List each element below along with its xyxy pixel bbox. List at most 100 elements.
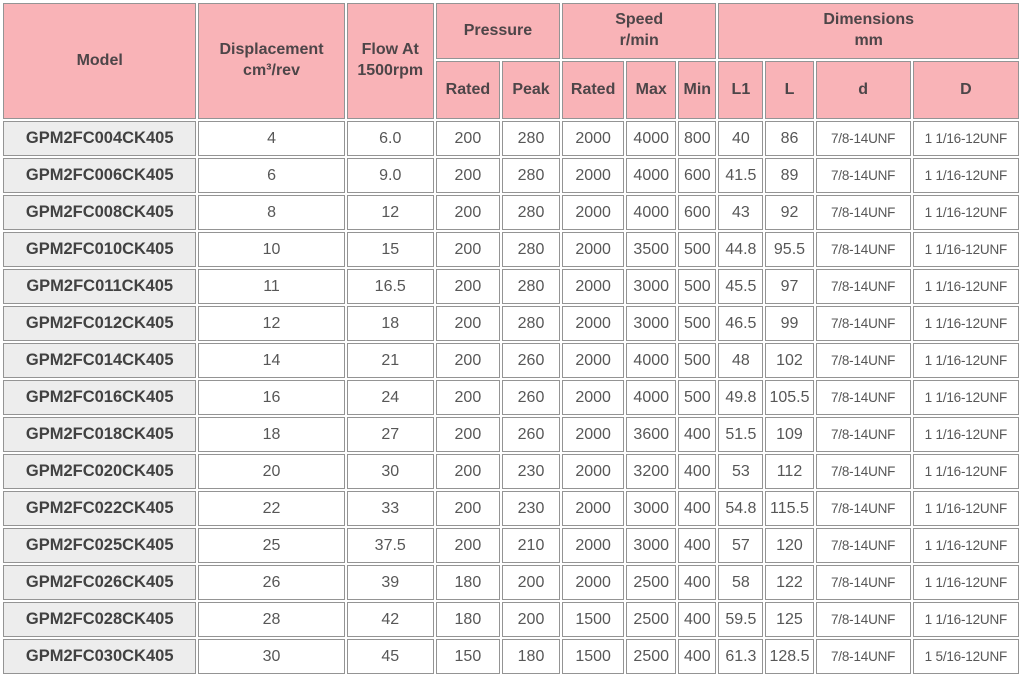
cell-dim-D: 1 1/16-12UNF	[912, 121, 1019, 156]
cell-dim-l: 92	[765, 195, 814, 230]
cell-model: GPM2FC028CK405	[3, 602, 197, 637]
cell-dim-D: 1 1/16-12UNF	[912, 380, 1019, 415]
cell-displacement: 28	[198, 602, 345, 637]
cell-dim-l: 97	[765, 269, 814, 304]
cell-speed-min: 400	[678, 528, 717, 563]
cell-dim-d: 7/8-14UNF	[815, 602, 911, 637]
cell-dim-D: 1 1/16-12UNF	[912, 602, 1019, 637]
table-row: GPM2FC026CK405 26 39 180 200 2000 2500 400 58 122…	[3, 565, 1019, 600]
cell-dim-D: 1 1/16-12UNF	[912, 565, 1019, 600]
table-row: GPM2FC018CK405 18 27 200 260 2000 3600 400 51.5 1…	[3, 417, 1019, 452]
cell-dim-l1: 53	[718, 454, 764, 489]
cell-flow: 18	[346, 306, 434, 341]
cell-dim-d: 7/8-14UNF	[815, 121, 911, 156]
cell-flow: 6.0	[346, 121, 434, 156]
cell-speed-min: 500	[678, 306, 717, 341]
cell-speed-max: 4000	[626, 121, 677, 156]
cell-speed-min: 400	[678, 639, 717, 674]
header-dim-d: d	[815, 61, 911, 119]
cell-dim-l: 102	[765, 343, 814, 378]
cell-flow: 37.5	[346, 528, 434, 563]
cell-dim-l: 86	[765, 121, 814, 156]
cell-dim-l1: 54.8	[718, 491, 764, 526]
cell-flow: 39	[346, 565, 434, 600]
cell-dim-d: 7/8-14UNF	[815, 158, 911, 193]
cell-model: GPM2FC010CK405	[3, 232, 197, 267]
cell-dim-l1: 43	[718, 195, 764, 230]
cell-dim-l: 115.5	[765, 491, 814, 526]
cell-model: GPM2FC016CK405	[3, 380, 197, 415]
cell-displacement: 22	[198, 491, 345, 526]
cell-dim-l1: 44.8	[718, 232, 764, 267]
cell-pressure-peak: 180	[501, 639, 561, 674]
cell-pressure-peak: 260	[501, 380, 561, 415]
cell-speed-min: 400	[678, 565, 717, 600]
cell-model: GPM2FC011CK405	[3, 269, 197, 304]
cell-dim-l: 95.5	[765, 232, 814, 267]
cell-pressure-rated: 200	[435, 417, 500, 452]
cell-displacement: 12	[198, 306, 345, 341]
cell-pressure-rated: 200	[435, 121, 500, 156]
cell-flow: 42	[346, 602, 434, 637]
cell-pressure-peak: 210	[501, 528, 561, 563]
header-sub-row: Rated Peak Rated Max Min L1 L d D	[3, 61, 1019, 119]
table-header: Model Displacement cm³/rev Flow At 1500r…	[3, 3, 1019, 119]
cell-dim-D: 1 5/16-12UNF	[912, 639, 1019, 674]
header-speed-rated: Rated	[562, 61, 625, 119]
cell-flow: 15	[346, 232, 434, 267]
cell-dim-D: 1 1/16-12UNF	[912, 528, 1019, 563]
cell-model: GPM2FC006CK405	[3, 158, 197, 193]
table-row: GPM2FC028CK405 28 42 180 200 1500 2500 400 59.5 1…	[3, 602, 1019, 637]
cell-displacement: 20	[198, 454, 345, 489]
cell-dim-l: 109	[765, 417, 814, 452]
cell-dim-D: 1 1/16-12UNF	[912, 306, 1019, 341]
header-group-row: Model Displacement cm³/rev Flow At 1500r…	[3, 3, 1019, 119]
cell-displacement: 14	[198, 343, 345, 378]
cell-flow: 24	[346, 380, 434, 415]
cell-pressure-rated: 200	[435, 380, 500, 415]
header-speed-group: Speed r/min	[562, 3, 717, 59]
header-pressure-rated: Rated	[435, 61, 500, 119]
cell-pressure-peak: 280	[501, 121, 561, 156]
table-row: GPM2FC025CK405 25 37.5 200 210 2000 3000 400 57 1…	[3, 528, 1019, 563]
cell-speed-min: 400	[678, 491, 717, 526]
cell-speed-max: 3000	[626, 528, 677, 563]
cell-speed-min: 500	[678, 269, 717, 304]
cell-dim-l: 89	[765, 158, 814, 193]
cell-flow: 16.5	[346, 269, 434, 304]
header-model: Model	[3, 3, 197, 119]
cell-pressure-rated: 180	[435, 602, 500, 637]
header-dim-l: L	[765, 61, 814, 119]
cell-pressure-rated: 200	[435, 306, 500, 341]
cell-pressure-peak: 230	[501, 454, 561, 489]
cell-model: GPM2FC025CK405	[3, 528, 197, 563]
table-row: GPM2FC020CK405 20 30 200 230 2000 3200 400 53 112…	[3, 454, 1019, 489]
cell-pressure-rated: 200	[435, 343, 500, 378]
spec-table-body: GPM2FC004CK405 4 6.0 200 280 2000 4000 800 40 86 7…	[3, 121, 1019, 674]
cell-dim-l: 105.5	[765, 380, 814, 415]
cell-dim-d: 7/8-14UNF	[815, 380, 911, 415]
cell-dim-d: 7/8-14UNF	[815, 195, 911, 230]
cell-displacement: 26	[198, 565, 345, 600]
cell-speed-min: 500	[678, 380, 717, 415]
cell-dim-D: 1 1/16-12UNF	[912, 491, 1019, 526]
cell-pressure-rated: 200	[435, 491, 500, 526]
cell-speed-max: 4000	[626, 343, 677, 378]
cell-model: GPM2FC026CK405	[3, 565, 197, 600]
cell-speed-min: 400	[678, 454, 717, 489]
cell-speed-min: 500	[678, 232, 717, 267]
header-pressure-peak: Peak	[501, 61, 561, 119]
cell-speed-max: 3000	[626, 306, 677, 341]
cell-dim-l1: 57	[718, 528, 764, 563]
cell-dim-d: 7/8-14UNF	[815, 639, 911, 674]
cell-dim-l1: 41.5	[718, 158, 764, 193]
cell-speed-rated: 2000	[562, 565, 625, 600]
cell-speed-min: 500	[678, 343, 717, 378]
cell-dim-D: 1 1/16-12UNF	[912, 158, 1019, 193]
cell-speed-rated: 2000	[562, 121, 625, 156]
cell-dim-l1: 49.8	[718, 380, 764, 415]
cell-speed-rated: 2000	[562, 380, 625, 415]
cell-model: GPM2FC008CK405	[3, 195, 197, 230]
cell-dim-l1: 48	[718, 343, 764, 378]
cell-dim-d: 7/8-14UNF	[815, 417, 911, 452]
